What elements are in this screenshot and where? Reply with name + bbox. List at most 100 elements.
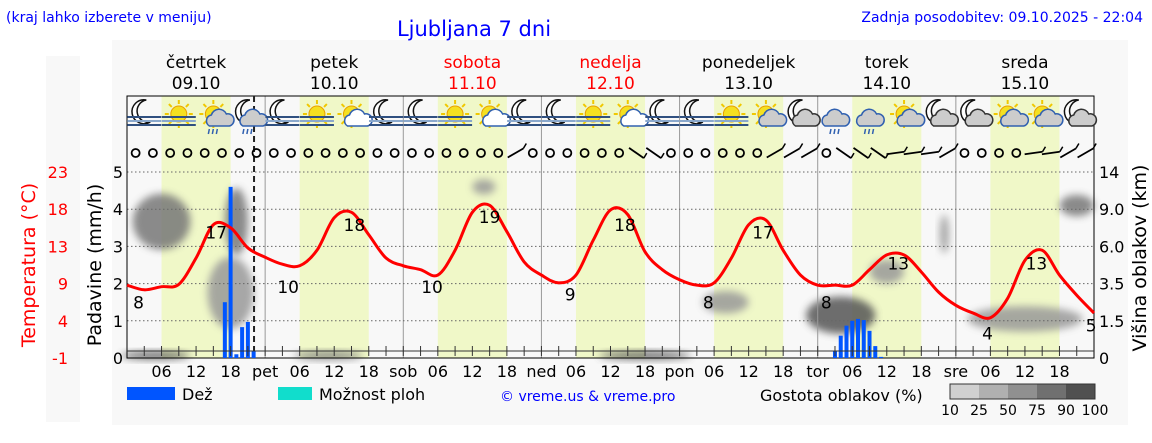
sun-shape: [722, 105, 740, 123]
wind-calm-icon: [372, 148, 383, 158]
x-hour-label: 06: [704, 362, 724, 381]
wind-shaft: [1059, 147, 1077, 159]
sun-ray: [495, 103, 501, 108]
wind-barb-icon: [903, 146, 926, 156]
wind-calm-icon: [165, 148, 176, 158]
x-hour-label: 18: [911, 362, 931, 381]
sun-shape: [308, 105, 326, 123]
wind-calm-icon: [407, 148, 417, 158]
day-name: ponedeljek: [702, 53, 796, 73]
cloud-height-tick-label: 0: [1099, 349, 1109, 368]
rain-bar: [879, 356, 884, 358]
wind-shaft: [1077, 147, 1094, 159]
rain-bar: [222, 302, 227, 358]
wind-barb-icon: [852, 147, 872, 159]
legend-cloud-density-label: Gostota oblakov (%): [760, 386, 923, 405]
x-hour-label: 18: [220, 362, 240, 381]
left-axis-panel: [46, 56, 80, 422]
wind-feather: [781, 143, 786, 149]
sun-cloud-grey-icon: [751, 100, 788, 128]
x-hour-label: 12: [186, 362, 206, 381]
day-name: sreda: [1001, 53, 1048, 73]
location-hint: (kraj lahko izberete v meniju): [6, 10, 212, 26]
cloud-height-axis-label: Višina oblakov (km): [1129, 165, 1151, 352]
wind-feather: [1041, 146, 1047, 153]
daylight-band: [299, 96, 369, 358]
wind-shaft: [920, 150, 939, 156]
wind-feather: [522, 143, 527, 149]
x-hour-label: 06: [566, 362, 586, 381]
x-day-label: pon: [665, 362, 695, 381]
rain-bar: [867, 330, 872, 358]
wind-feather: [1092, 143, 1097, 149]
x-hour-label: 12: [738, 362, 758, 381]
wind-calm-icon: [493, 148, 504, 158]
wind-calm-icon: [596, 148, 607, 158]
sun-fog-icon: [576, 100, 611, 128]
day-name: sobota: [444, 53, 502, 73]
sun-ray: [219, 103, 224, 108]
moon-cloud-icon: [1063, 99, 1098, 127]
wind-barb-icon: [1041, 146, 1064, 156]
temperature-axis-label: Temperatura (°C): [18, 183, 40, 348]
raindrop: [242, 128, 245, 135]
last-updated: Zadnja posodobitev: 09.10.2025 - 22:04: [861, 10, 1143, 26]
day-name: petek: [310, 53, 358, 73]
wind-calm-icon: [614, 148, 625, 158]
moon-cloud-icon: [960, 99, 994, 127]
temperature-label: 10: [421, 278, 443, 298]
wind-feather: [1059, 146, 1064, 153]
sun-ray: [634, 103, 639, 108]
cloud-density-swatch: [1037, 384, 1066, 399]
wind-feather: [660, 152, 665, 159]
wind-calm-icon: [545, 148, 555, 158]
moon-fog-icon: [369, 99, 404, 126]
sun-ray: [479, 103, 484, 108]
sun-ray: [772, 103, 777, 108]
raindrop: [829, 128, 832, 135]
sun-fog-icon: [438, 100, 473, 128]
wind-calm-icon: [735, 148, 745, 158]
day-date: 10.10: [310, 74, 359, 94]
sun-cloud-grey-icon: [993, 100, 1030, 128]
cloud-shape: [964, 108, 994, 127]
wind-shaft: [645, 147, 662, 159]
wind-calm-icon: [234, 148, 245, 158]
raindrop: [871, 128, 875, 135]
x-hour-label: 12: [877, 362, 897, 381]
rain-bar: [251, 350, 256, 358]
temperature-tick-label: -1: [52, 349, 68, 368]
wind-barb-icon: [886, 146, 908, 156]
moon-fog-icon: [507, 99, 542, 126]
temperature-series: 8 17 10 18 10 19 9 18 8 17 8 13 4 13 5: [126, 202, 1097, 344]
cloud-shape: [205, 108, 235, 127]
raindrop: [207, 128, 211, 135]
wind-calm-icon: [217, 148, 227, 158]
copyright-link[interactable]: © vreme.us & vreme.pro: [500, 389, 675, 405]
temperature-tick-label: 9: [58, 275, 68, 294]
moon-cloud-rain-icon: [234, 99, 269, 135]
temperature-tick-label: 4: [58, 312, 68, 331]
wind-calm-icon: [821, 148, 832, 158]
cloud-shape: [896, 108, 926, 127]
sun-ray: [910, 103, 915, 108]
temperature-label: 17: [205, 224, 227, 244]
cloud-density-swatch: [950, 384, 979, 399]
moon-fog-icon: [679, 99, 714, 126]
rain-bar: [873, 346, 878, 358]
temperature-label: 8: [703, 293, 714, 313]
cloud-blob: [869, 259, 905, 284]
wind-barb-icon: [800, 143, 821, 159]
cloud-blob: [472, 179, 496, 195]
wind-calm-icon: [424, 148, 435, 158]
cloud-density-swatch: [1066, 384, 1095, 399]
x-hour-label: 18: [359, 362, 379, 381]
wind-shaft: [1024, 150, 1043, 156]
legend: Dež Možnost ploh © vreme.us & vreme.pro …: [127, 383, 1108, 419]
sun-cloud-icon: [613, 100, 650, 128]
sun-cloud-icon: [475, 100, 512, 128]
wind-calm-icon: [130, 148, 141, 158]
raindrop: [833, 128, 836, 135]
wind-barb-icon: [783, 143, 804, 159]
cloud-rain-icon: [821, 108, 851, 135]
